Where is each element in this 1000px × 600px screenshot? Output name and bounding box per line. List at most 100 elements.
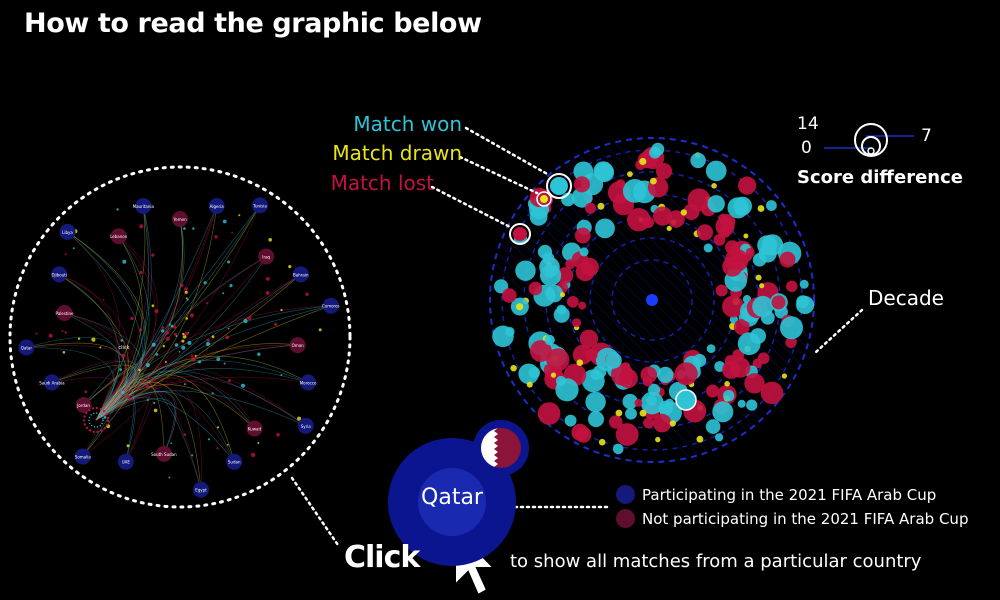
match-link <box>83 367 136 421</box>
country-node <box>18 339 35 356</box>
country-node-text: Comoros <box>322 304 340 309</box>
country-node <box>322 297 339 314</box>
network-dot <box>139 270 143 275</box>
network-dot <box>99 346 102 349</box>
match-link <box>95 394 136 462</box>
match-dot <box>779 251 796 268</box>
country-node-text: Syria <box>301 424 312 429</box>
network-dot <box>206 338 210 342</box>
match-dot <box>737 332 761 356</box>
network-dot <box>126 444 130 448</box>
country-node <box>43 374 60 391</box>
match-link <box>95 205 261 421</box>
match-link <box>95 380 255 429</box>
match-dot <box>598 438 606 446</box>
network-dot <box>122 259 127 264</box>
network-dot <box>251 452 256 458</box>
match-link <box>51 377 121 421</box>
match-dot <box>592 365 607 379</box>
match-link <box>26 336 120 421</box>
decade-ring <box>589 237 715 363</box>
drawn-highlight-ring <box>536 191 552 207</box>
country-node <box>74 448 91 465</box>
match-dot <box>585 391 606 413</box>
match-link <box>51 364 136 421</box>
drawn-example-dot <box>540 195 548 203</box>
match-dot <box>735 205 746 216</box>
match-dot <box>605 352 622 369</box>
network-dot <box>121 353 126 358</box>
network-dot <box>222 219 227 224</box>
network-dot <box>280 374 283 377</box>
network-dot <box>257 442 260 444</box>
match-dot <box>550 372 557 378</box>
match-dot <box>680 209 687 216</box>
country-node-text: Tunisia <box>252 203 267 208</box>
network-dot <box>227 327 230 330</box>
match-dot <box>510 365 517 372</box>
match-dot <box>737 399 746 408</box>
network-dot <box>197 284 200 287</box>
match-dot <box>585 348 598 361</box>
match-link <box>95 205 149 421</box>
match-link <box>59 274 120 421</box>
score-min-label: 0 <box>801 138 812 158</box>
match-link <box>95 256 267 421</box>
match-dot <box>615 423 639 446</box>
country-node <box>258 248 275 265</box>
match-dot <box>743 233 749 239</box>
country-node-text: Sudan <box>228 460 241 465</box>
match-link <box>95 378 165 454</box>
country-node-text: Yemen <box>172 217 187 222</box>
network-dot <box>153 408 158 413</box>
legend-not-participating: Not participating in the 2021 FIFA Arab … <box>616 509 968 528</box>
network-dot <box>145 363 150 368</box>
network-dot <box>178 351 181 353</box>
match-link <box>26 345 132 421</box>
network-dot <box>84 390 88 394</box>
match-dot <box>546 348 570 372</box>
decade-ring <box>611 259 693 341</box>
country-node <box>56 305 73 321</box>
match-dot <box>649 146 661 159</box>
match-link <box>95 382 235 462</box>
match-won-label: Match won <box>353 112 462 136</box>
match-link <box>95 391 235 462</box>
network-dot <box>203 281 207 285</box>
match-link <box>95 382 202 490</box>
match-link <box>95 386 135 462</box>
match-dot <box>545 284 564 303</box>
match-link <box>82 376 126 457</box>
network-dot <box>216 357 221 361</box>
network-dot <box>170 324 174 328</box>
match-lost-label: Match lost <box>330 171 434 195</box>
won-example-dot <box>550 177 568 195</box>
network-dot <box>170 442 173 445</box>
network-dot <box>185 317 188 320</box>
match-dot <box>627 171 633 178</box>
match-dot <box>786 280 798 292</box>
match-dot <box>537 244 553 260</box>
network-dot <box>265 277 270 281</box>
match-link <box>95 370 306 427</box>
match-dot <box>540 264 562 286</box>
network-dot <box>145 384 149 388</box>
country-node-text: Mauritania <box>133 204 155 209</box>
country-node <box>59 223 76 240</box>
match-dot <box>530 340 552 362</box>
country-node <box>208 198 225 214</box>
country-node-text: Lebanon <box>110 234 128 239</box>
match-link <box>95 205 150 421</box>
network-dot <box>146 399 149 401</box>
qatar-flag-icon <box>473 420 529 476</box>
match-link <box>95 256 267 421</box>
match-link <box>67 231 121 421</box>
match-dot <box>733 319 750 335</box>
match-dot <box>674 362 698 386</box>
country-node-text: Kuwait <box>248 427 262 432</box>
country-node <box>117 453 134 470</box>
match-link <box>64 312 128 421</box>
network-dot <box>153 401 156 405</box>
match-link <box>95 218 185 421</box>
match-dot <box>752 358 763 369</box>
